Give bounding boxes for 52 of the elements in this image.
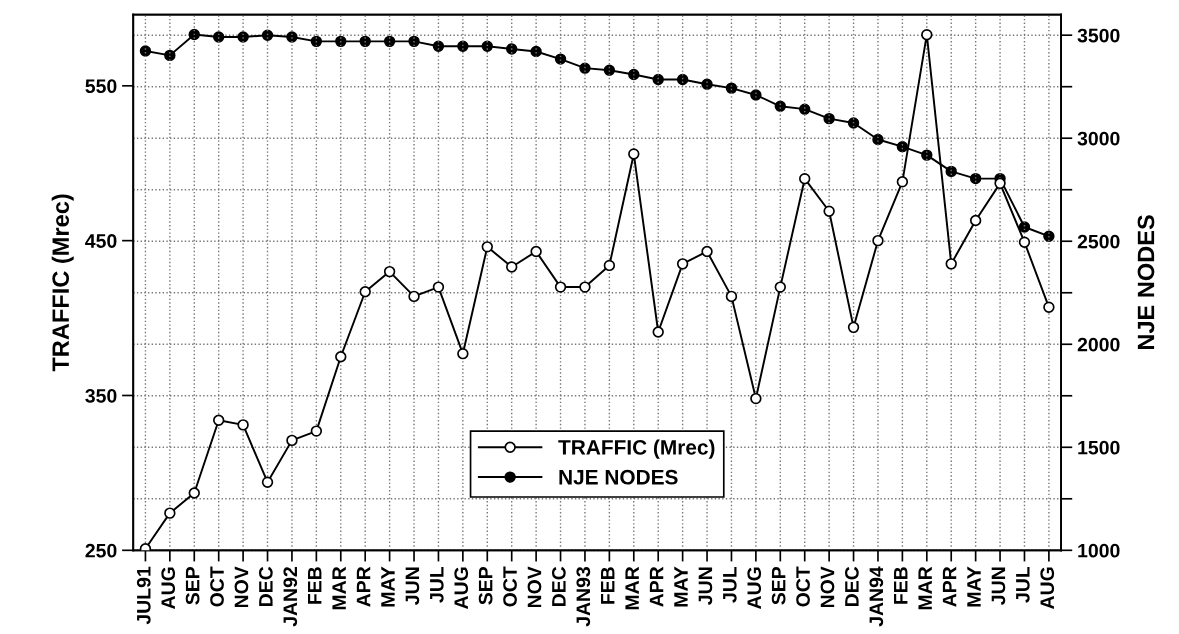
- x-tick-label: DEC: [845, 566, 859, 607]
- x-tick-label: APR: [649, 566, 664, 607]
- y2-tick-label: 2500: [1077, 234, 1120, 249]
- x-tick-label: FEB: [601, 567, 615, 604]
- x-tick-label: AUG: [161, 567, 176, 610]
- x-tick-label: JUN: [405, 567, 420, 605]
- x-tick-label: JUL: [1016, 566, 1030, 603]
- x-tick-label: JUL: [723, 566, 737, 603]
- y-tick-label: 350: [85, 388, 117, 403]
- legend-label: NJE NODES: [559, 469, 678, 485]
- x-tick-label: AUG: [747, 567, 762, 610]
- y-tick-label: 450: [85, 234, 117, 248]
- x-tick-label: DEC: [258, 566, 273, 607]
- y2-tick-label: 2000: [1077, 337, 1120, 352]
- x-tick-label: AUG: [454, 567, 469, 610]
- x-tick-label: JUN: [991, 567, 1006, 605]
- x-tick-label: NOV: [820, 566, 835, 608]
- x-tick-label: MAY: [967, 566, 981, 607]
- x-tick-label: JUL91: [136, 566, 151, 625]
- y2-tick-label: 1000: [1078, 543, 1120, 558]
- y2-tick-label: 1500: [1078, 440, 1120, 455]
- x-tick-label: DEC: [551, 566, 566, 607]
- y2-tick-label: 3500: [1077, 28, 1120, 43]
- x-tick-label: MAR: [625, 566, 639, 610]
- x-tick-label: JUL: [430, 566, 444, 603]
- legend-label: TRAFFIC (Mrec): [558, 439, 715, 459]
- x-tick-label: NOV: [234, 566, 249, 608]
- y2-axis-title: NJE NODES: [1137, 215, 1155, 350]
- x-tick-label: SEP: [478, 566, 493, 605]
- y-axis-title: TRAFFIC (Mrec): [51, 194, 74, 372]
- x-tick-label: NOV: [527, 566, 542, 608]
- x-tick-label: OCT: [503, 566, 517, 607]
- x-tick-label: JUN: [698, 567, 713, 605]
- x-tick-label: FEB: [308, 567, 322, 604]
- x-tick-label: SEP: [771, 566, 786, 605]
- x-tick-label: APR: [942, 566, 957, 607]
- x-tick-label: MAR: [332, 566, 346, 610]
- y-tick-label: 250: [85, 543, 117, 558]
- x-tick-label: FEB: [894, 567, 908, 604]
- y-tick-label: 550: [85, 79, 117, 94]
- x-tick-label: JAN92: [283, 567, 298, 627]
- x-tick-label: MAY: [381, 566, 395, 607]
- x-tick-label: AUG: [1040, 567, 1055, 610]
- x-tick-label: OCT: [796, 566, 810, 607]
- x-tick-label: APR: [356, 566, 371, 607]
- x-tick-label: MAY: [674, 566, 688, 607]
- x-tick-label: JAN94: [869, 566, 884, 627]
- y2-tick-label: 3000: [1077, 131, 1120, 146]
- x-tick-label: SEP: [185, 566, 200, 605]
- x-tick-label: JAN93: [576, 566, 591, 627]
- x-tick-label: OCT: [210, 566, 224, 607]
- x-tick-label: MAR: [918, 566, 932, 610]
